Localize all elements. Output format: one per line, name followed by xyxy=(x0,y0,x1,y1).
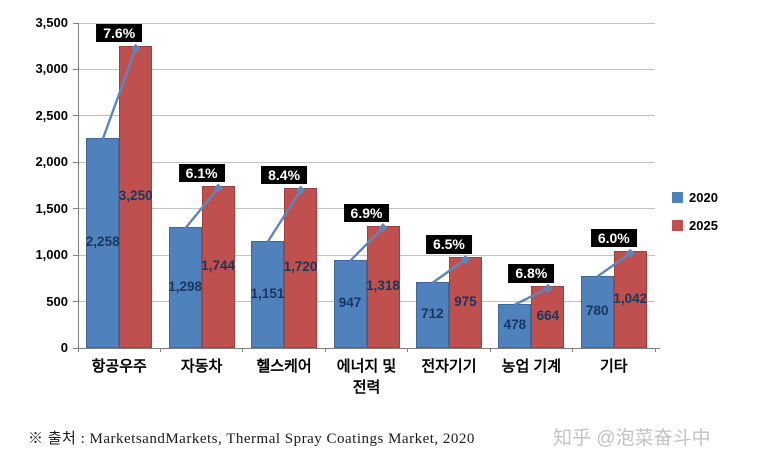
gridline xyxy=(78,115,655,117)
value-label-2020: 478 xyxy=(503,316,527,332)
y-axis-tick xyxy=(73,161,78,163)
growth-rate-label: 6.5% xyxy=(425,235,472,254)
value-label-2025: 3,250 xyxy=(118,188,153,204)
value-label-2025: 1,042 xyxy=(613,290,648,306)
value-label-2025: 975 xyxy=(454,293,477,309)
bar-2020 xyxy=(333,260,367,348)
x-axis-tick xyxy=(242,348,244,352)
gridline xyxy=(78,22,655,24)
x-axis-tick xyxy=(572,348,574,352)
growth-rate-label: 6.1% xyxy=(178,164,225,183)
x-axis-line xyxy=(78,347,660,349)
chart-legend: 2020 2025 xyxy=(672,190,718,233)
legend-swatch-2020 xyxy=(672,192,683,203)
x-axis-category-label: 에너지 및 전력 xyxy=(336,358,397,396)
x-axis-tick xyxy=(159,348,161,352)
legend-label-2025: 2025 xyxy=(689,218,718,233)
y-axis-tick-label: 1,000 xyxy=(35,247,68,263)
growth-rate-label: 8.4% xyxy=(261,166,308,185)
gridline xyxy=(78,161,655,163)
x-axis-tick xyxy=(77,348,79,352)
y-axis-line xyxy=(77,23,79,349)
y-axis-tick-label: 2,000 xyxy=(35,154,68,170)
watermark: 知乎 @泡菜奋斗中 xyxy=(553,428,711,449)
growth-rate-label: 6.0% xyxy=(590,229,637,248)
growth-rate-label: 6.9% xyxy=(343,203,390,222)
x-axis-tick xyxy=(654,348,656,352)
y-axis-tick xyxy=(73,22,78,24)
y-axis-tick xyxy=(73,301,78,303)
growth-rate-label: 7.6% xyxy=(96,24,143,43)
legend-item-2020: 2020 xyxy=(672,190,718,205)
y-axis-tick-label: 3,000 xyxy=(35,61,68,77)
value-label-2025: 1,744 xyxy=(201,258,236,274)
y-axis-tick xyxy=(73,115,78,117)
x-axis-tick xyxy=(489,348,491,352)
y-axis-tick-label: 0 xyxy=(60,340,68,355)
y-axis-tick-label: 3,500 xyxy=(35,15,68,30)
y-axis-tick xyxy=(73,208,78,210)
y-axis-tick-label: 1,500 xyxy=(35,200,68,216)
x-axis-category-label: 전자기기 xyxy=(421,358,477,375)
bar-2020 xyxy=(498,303,532,348)
legend-item-2025: 2025 xyxy=(672,218,718,233)
growth-rate-label: 6.8% xyxy=(508,264,555,283)
value-label-2025: 1,318 xyxy=(366,277,400,293)
bar-2020 xyxy=(580,275,614,348)
value-label-2020: 1,151 xyxy=(250,285,285,301)
value-label-2025: 664 xyxy=(536,308,560,324)
y-axis-tick-label: 500 xyxy=(46,293,68,309)
bar-2020 xyxy=(415,281,449,348)
value-label-2020: 947 xyxy=(338,295,362,311)
y-axis-tick-label: 2,500 xyxy=(35,107,68,123)
x-axis-category-label: 자동차 xyxy=(180,358,223,375)
bar-2020 xyxy=(86,138,120,348)
value-label-2020: 712 xyxy=(421,305,444,321)
value-label-2025: 1,720 xyxy=(283,259,318,275)
y-axis-tick xyxy=(73,254,78,256)
source-note: ※ 출처 : MarketsandMarkets, Thermal Spray … xyxy=(28,431,475,447)
legend-swatch-2025 xyxy=(672,220,683,231)
y-axis-tick xyxy=(73,347,78,349)
bar-2020 xyxy=(168,227,202,348)
legend-label-2020: 2020 xyxy=(689,190,718,205)
value-label-2020: 780 xyxy=(586,302,609,318)
value-label-2020: 2,258 xyxy=(85,234,120,250)
value-label-2020: 1,298 xyxy=(168,278,203,294)
x-axis-tick xyxy=(407,348,409,352)
x-axis-category-label: 기타 xyxy=(599,358,628,375)
bar-2020 xyxy=(251,241,285,348)
x-axis-category-label: 헬스케어 xyxy=(256,358,312,375)
y-axis-tick xyxy=(73,68,78,70)
x-axis-category-label: 항공우주 xyxy=(91,358,147,375)
gridline xyxy=(78,68,655,70)
x-axis-category-label: 농업 기계 xyxy=(501,358,562,375)
x-axis-tick xyxy=(324,348,326,352)
